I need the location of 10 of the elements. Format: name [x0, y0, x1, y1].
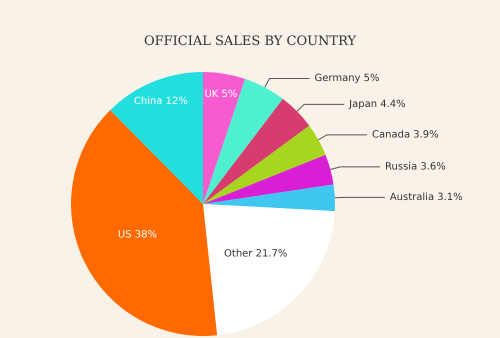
- slice-label: Germany 5%: [314, 73, 380, 84]
- chart-title: OFFICIAL SALES BY COUNTRY: [144, 34, 356, 49]
- slice-label: US 38%: [118, 230, 157, 241]
- slice-label: Canada 3.9%: [372, 129, 439, 140]
- slice-label: UK 5%: [204, 89, 238, 100]
- slice-label: Australia 3.1%: [390, 192, 463, 203]
- slice-label: Japan 4.4%: [348, 98, 406, 110]
- slice-label: China 12%: [134, 96, 188, 107]
- slice-label: Other 21.7%: [224, 248, 288, 260]
- slice-label: Russia 3.6%: [385, 161, 446, 172]
